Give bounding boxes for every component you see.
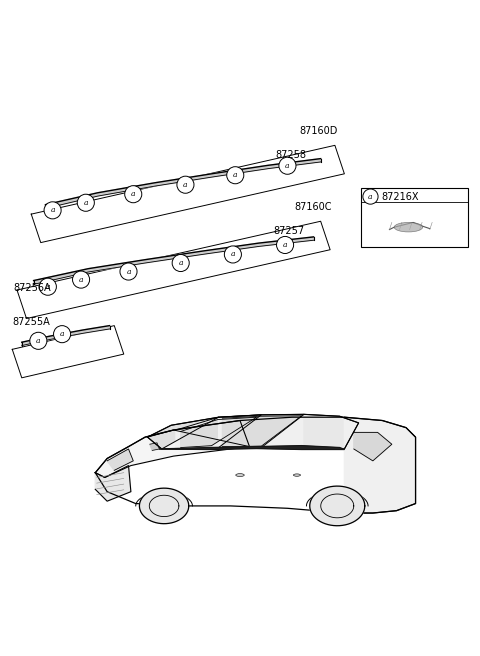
Polygon shape — [12, 325, 124, 378]
Circle shape — [120, 263, 137, 280]
Polygon shape — [96, 417, 416, 513]
Polygon shape — [140, 488, 189, 523]
Circle shape — [72, 271, 90, 288]
Circle shape — [177, 176, 194, 194]
Polygon shape — [354, 432, 392, 461]
Polygon shape — [310, 486, 365, 525]
Bar — [361, 188, 468, 247]
Ellipse shape — [293, 474, 300, 476]
Polygon shape — [147, 417, 219, 449]
Polygon shape — [176, 415, 261, 449]
Polygon shape — [147, 415, 359, 449]
Circle shape — [172, 255, 189, 272]
Text: 87216X: 87216X — [381, 192, 419, 201]
Polygon shape — [17, 221, 330, 319]
Text: a: a — [230, 251, 235, 258]
Polygon shape — [22, 325, 109, 346]
Polygon shape — [222, 416, 301, 447]
Text: a: a — [368, 193, 373, 201]
Polygon shape — [159, 445, 344, 449]
Text: 87255A: 87255A — [12, 318, 50, 327]
Circle shape — [30, 333, 47, 350]
Circle shape — [363, 189, 378, 204]
Text: 87256A: 87256A — [13, 283, 51, 293]
Circle shape — [279, 157, 296, 174]
Polygon shape — [344, 417, 416, 513]
Polygon shape — [31, 146, 344, 243]
Polygon shape — [304, 415, 359, 449]
Polygon shape — [219, 415, 304, 447]
Circle shape — [39, 278, 56, 295]
Polygon shape — [34, 237, 313, 284]
Text: 87258: 87258 — [276, 150, 307, 160]
Text: a: a — [183, 180, 188, 189]
Circle shape — [44, 202, 61, 219]
Polygon shape — [96, 466, 131, 501]
Text: a: a — [233, 171, 238, 179]
Text: 87257: 87257 — [273, 226, 304, 236]
Circle shape — [276, 236, 294, 253]
Polygon shape — [96, 420, 250, 478]
Text: a: a — [283, 241, 288, 249]
Polygon shape — [46, 159, 321, 209]
Ellipse shape — [394, 222, 423, 232]
Text: a: a — [50, 207, 55, 215]
Text: a: a — [84, 199, 88, 207]
Circle shape — [54, 325, 71, 342]
Text: a: a — [60, 330, 64, 338]
Ellipse shape — [236, 474, 244, 476]
Text: a: a — [126, 268, 131, 276]
Text: 87160C: 87160C — [295, 202, 332, 212]
Text: a: a — [79, 276, 84, 283]
Text: a: a — [36, 337, 41, 345]
Polygon shape — [107, 449, 133, 470]
Polygon shape — [150, 443, 159, 451]
Circle shape — [77, 194, 95, 211]
Circle shape — [227, 167, 244, 184]
Circle shape — [125, 186, 142, 203]
Polygon shape — [180, 417, 257, 447]
Circle shape — [224, 246, 241, 263]
Text: a: a — [285, 162, 290, 170]
Text: a: a — [46, 283, 50, 291]
Text: a: a — [131, 190, 135, 198]
Text: 87160D: 87160D — [300, 126, 338, 136]
Text: a: a — [179, 259, 183, 267]
